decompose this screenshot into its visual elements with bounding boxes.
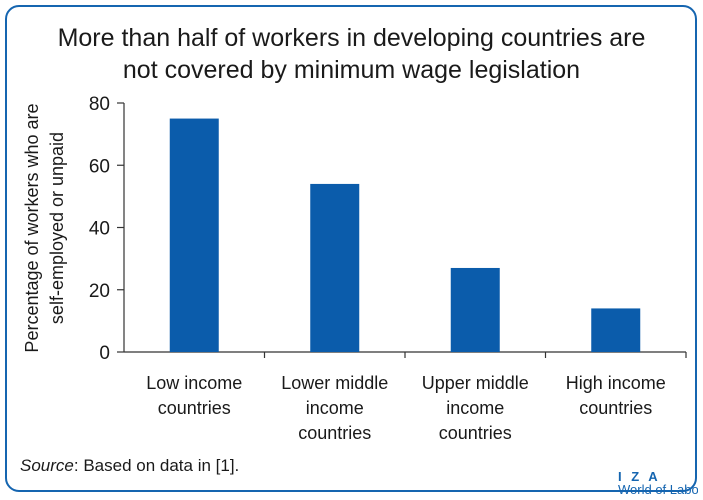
- x-tick-label: countries: [298, 423, 371, 443]
- y-tick-label: 20: [89, 281, 110, 302]
- y-tick-label: 60: [89, 156, 110, 177]
- y-axis-label-line: Percentage of workers who are: [22, 103, 42, 352]
- y-tick-label: 40: [89, 219, 110, 240]
- x-tick-label: Upper middle: [422, 373, 529, 393]
- x-tick-label: countries: [439, 423, 512, 443]
- x-tick-label: income: [306, 398, 364, 418]
- x-tick-label: High income: [566, 373, 666, 393]
- iza-logo: I Z A World of Labor: [618, 470, 698, 500]
- source-prefix: Source: [20, 456, 74, 475]
- x-tick-label: countries: [579, 398, 652, 418]
- bar: [591, 308, 641, 352]
- bar: [450, 267, 500, 352]
- y-tick-label: 0: [99, 343, 110, 364]
- bar: [310, 183, 360, 352]
- source-text: : Based on data in [1].: [73, 456, 240, 475]
- y-tick-label: 80: [89, 94, 110, 115]
- x-tick-label: countries: [158, 398, 231, 418]
- chart-title: More than half of workers in developing …: [0, 22, 703, 86]
- chart-title-line-1: More than half of workers in developing …: [57, 24, 646, 52]
- logo-line-1: I Z A: [618, 470, 661, 484]
- logo-line-2: World of Labor: [618, 482, 698, 497]
- x-tick-label: Low income: [146, 373, 242, 393]
- y-axis-label-line: self-employed or unpaid: [47, 132, 67, 324]
- chart-title-line-2: not covered by minimum wage legislation: [122, 56, 581, 84]
- x-tick-label: Lower middle: [281, 373, 388, 393]
- source-note: Source: Based on data in [1].: [20, 456, 239, 476]
- x-tick-label: income: [446, 398, 504, 418]
- bar: [169, 118, 219, 352]
